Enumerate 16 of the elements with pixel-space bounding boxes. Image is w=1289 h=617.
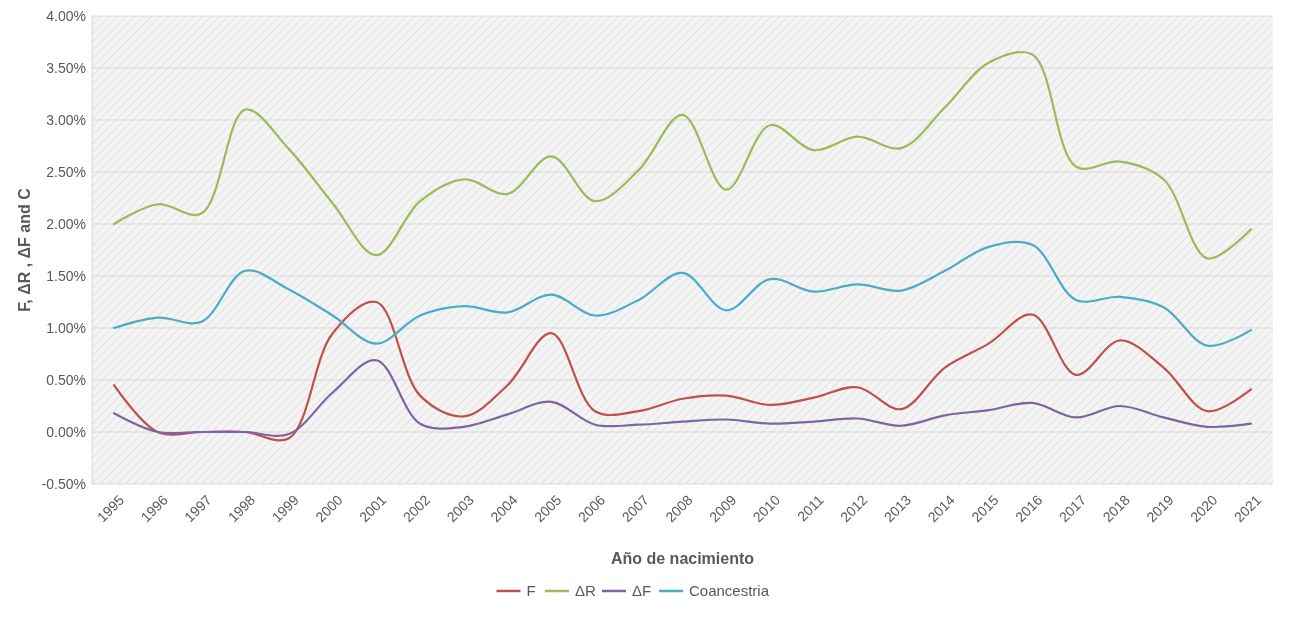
y-tick-label: 1.50% [46,267,86,284]
y-tick-label: 1.00% [46,319,86,336]
y-tick-label: 3.50% [46,59,86,76]
y-tick-label: 2.50% [46,163,86,180]
legend-label: ΔR [575,582,597,599]
y-tick-label: 3.00% [46,111,86,128]
y-tick-label: 0.50% [46,371,86,388]
legend-label: ΔF [632,582,652,599]
legend-label: Coancestria [689,582,770,599]
y-tick-label: 2.00% [46,215,86,232]
y-tick-label: -0.50% [41,475,86,492]
x-axis-title: Año de nacimiento [610,550,755,567]
legend-label: F [526,582,536,599]
y-axis-title: F, ΔR , ΔF and C [16,187,33,312]
y-tick-label: 4.00% [46,7,86,24]
y-tick-label: 0.00% [46,423,86,440]
